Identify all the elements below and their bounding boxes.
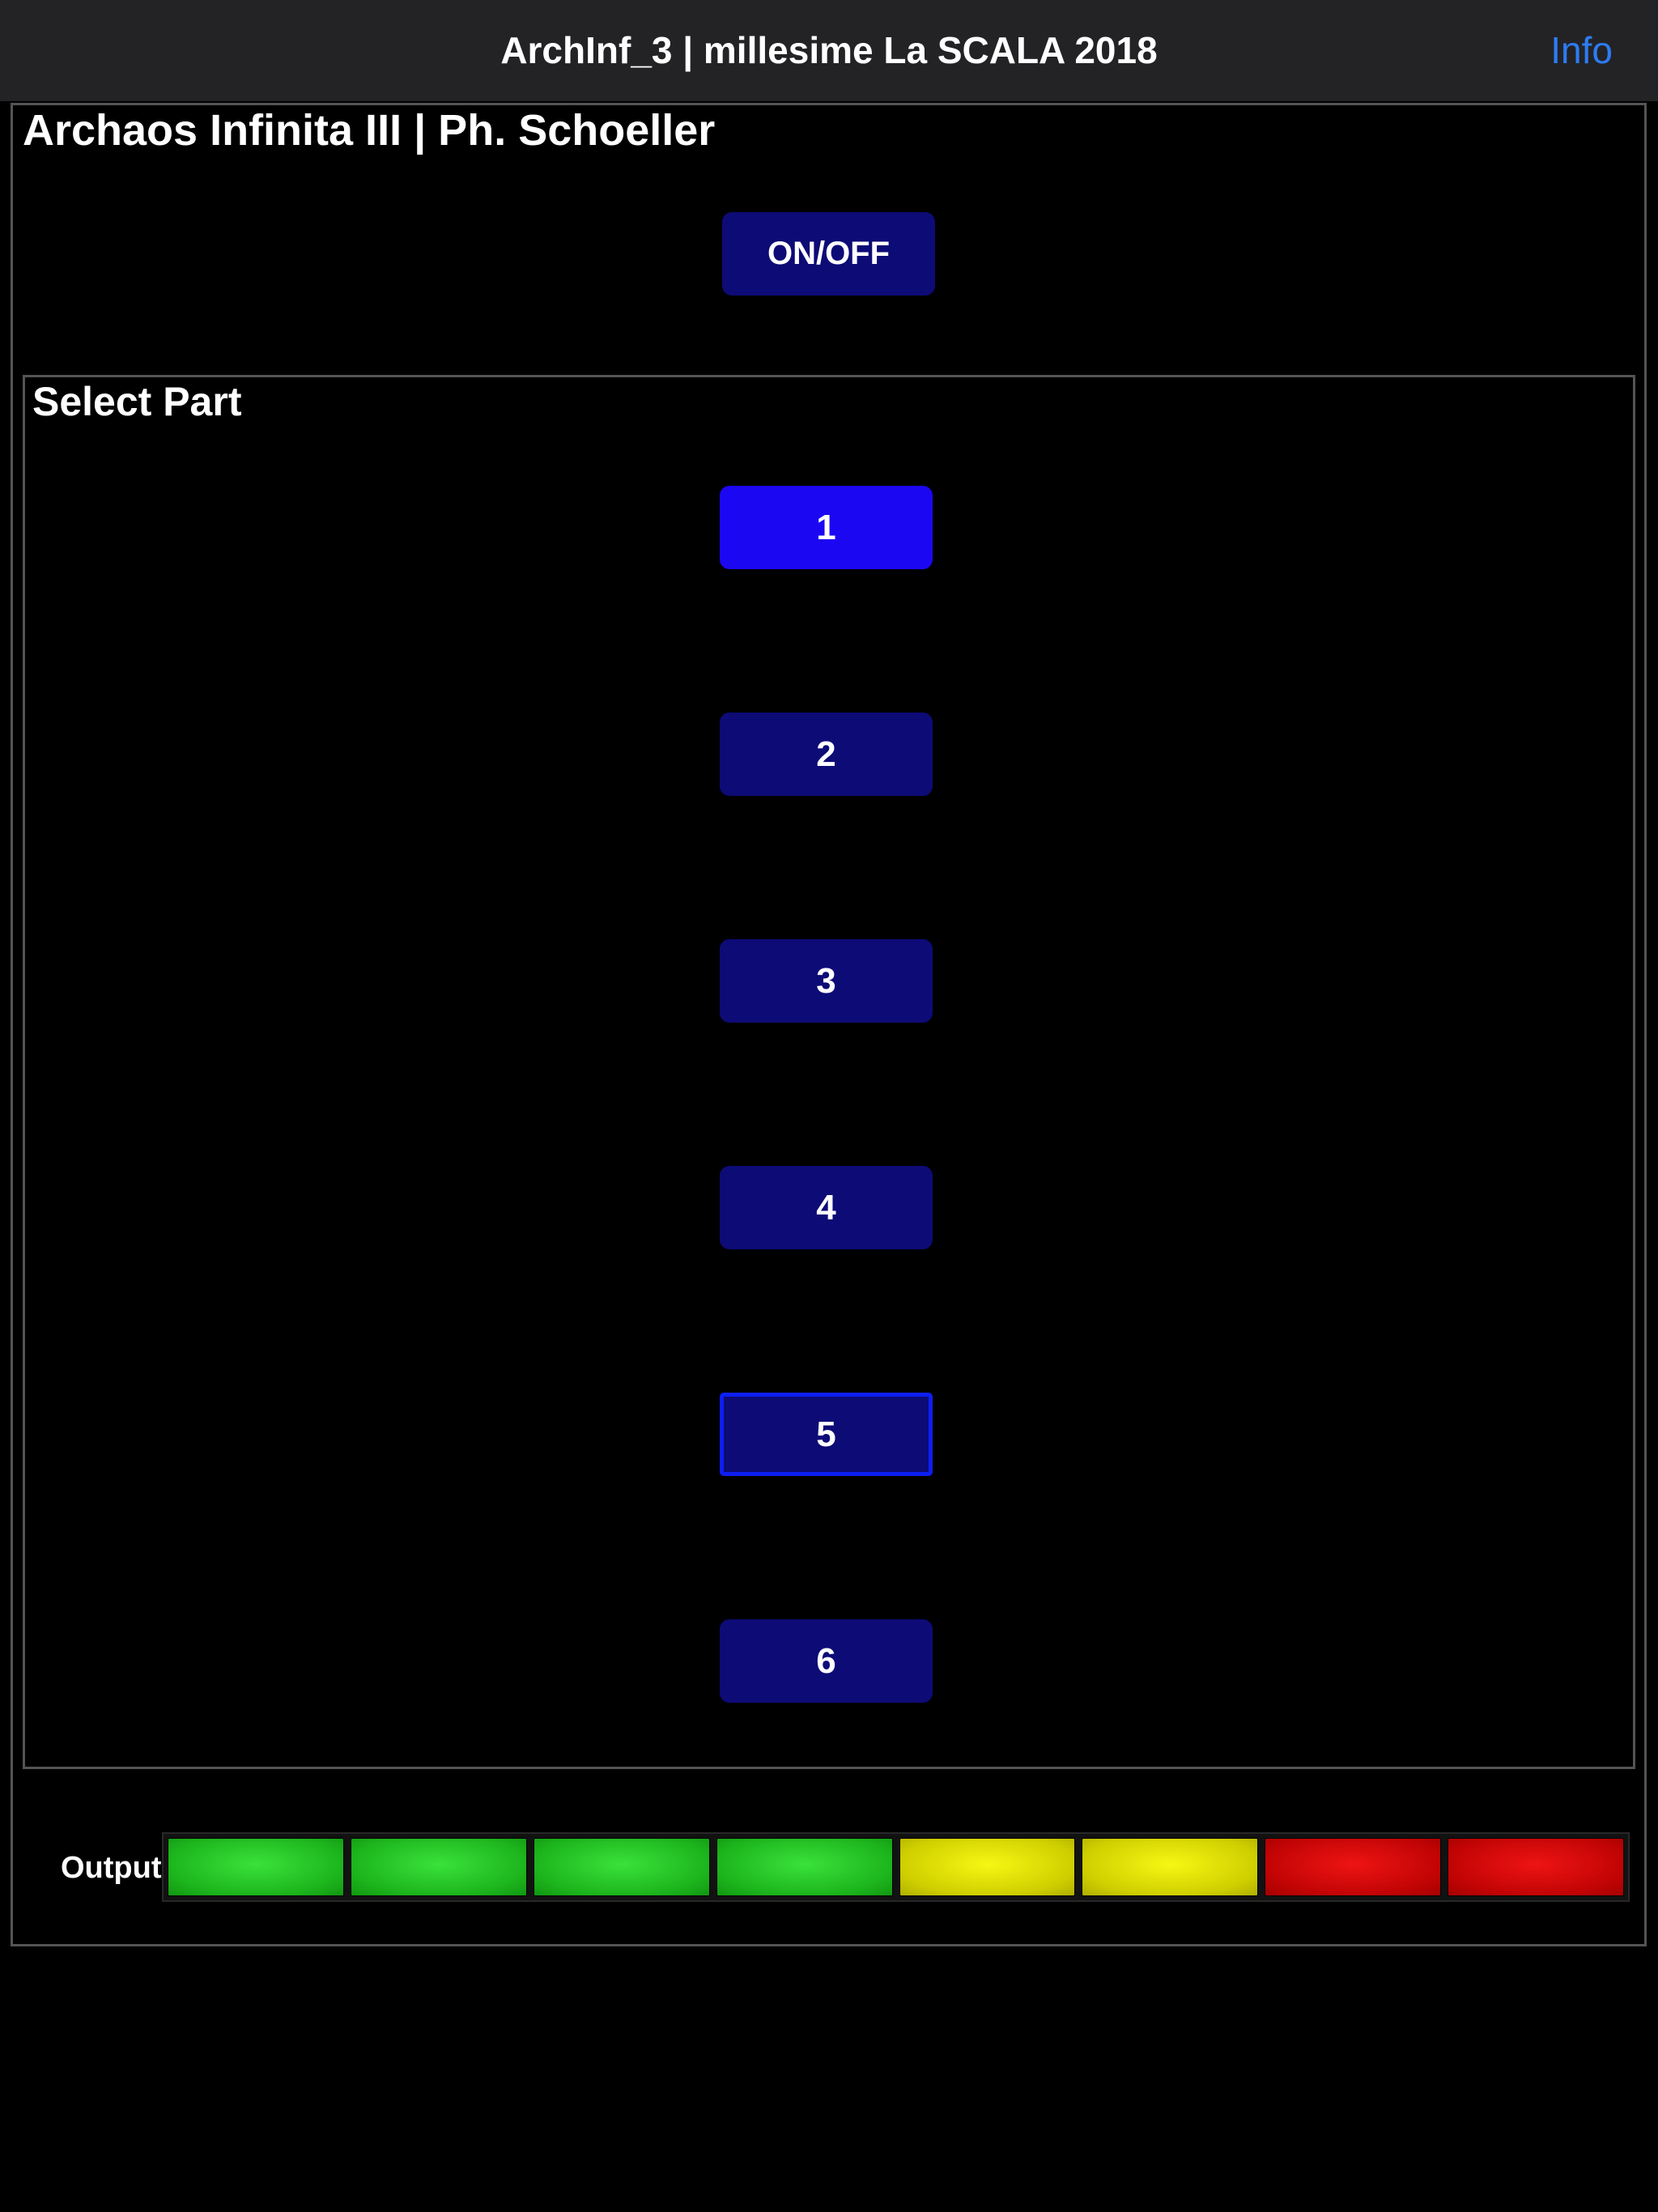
part-button-3[interactable]: 3	[720, 939, 933, 1023]
select-part-label: Select Part	[32, 379, 242, 424]
output-meter	[162, 1832, 1630, 1902]
main-panel: Archaos Infinita III | Ph. Schoeller ON/…	[11, 103, 1647, 1946]
output-meter-segment-1-green	[168, 1838, 344, 1896]
output-meter-segment-7-red	[1265, 1838, 1442, 1896]
info-button[interactable]: Info	[1550, 0, 1613, 101]
title-bar: ArchInf_3 | millesime La SCALA 2018 Info	[0, 0, 1658, 101]
output-meter-segment-3-green	[533, 1838, 710, 1896]
part-button-5[interactable]: 5	[720, 1393, 933, 1476]
part-button-1[interactable]: 1	[720, 486, 933, 569]
select-part-panel: Select Part 1 2 3 4 5 6	[23, 375, 1635, 1769]
output-meter-segment-2-green	[350, 1838, 527, 1896]
patch-title: Archaos Infinita III | Ph. Schoeller	[23, 106, 716, 155]
output-meter-segment-5-yellow	[899, 1838, 1076, 1896]
output-meter-segment-4-green	[716, 1838, 893, 1896]
part-button-4[interactable]: 4	[720, 1166, 933, 1249]
part-button-2[interactable]: 2	[720, 713, 933, 796]
output-meter-segment-6-yellow	[1082, 1838, 1259, 1896]
on-off-button[interactable]: ON/OFF	[722, 212, 935, 296]
part-button-6[interactable]: 6	[720, 1619, 933, 1703]
output-label: Output	[61, 1851, 162, 1885]
app-title: ArchInf_3 | millesime La SCALA 2018	[500, 29, 1158, 71]
output-meter-segment-8-red	[1448, 1838, 1624, 1896]
